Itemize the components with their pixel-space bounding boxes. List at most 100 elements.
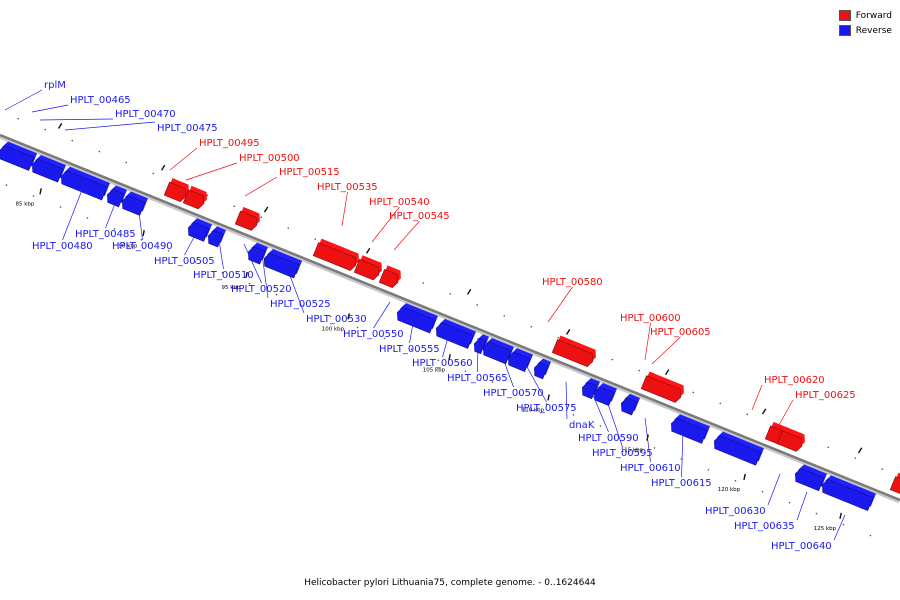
- reverse-tick-dot: [464, 370, 467, 373]
- gene-label[interactable]: HPLT_00560: [412, 358, 473, 369]
- gene-label[interactable]: HPLT_00470: [115, 109, 176, 120]
- gene-glyph[interactable]: [714, 431, 764, 466]
- gene-glyph[interactable]: [163, 178, 189, 202]
- gene-glyph[interactable]: [640, 371, 684, 403]
- gene-label[interactable]: HPLT_00550: [343, 329, 404, 340]
- gene-glyph[interactable]: [671, 414, 710, 444]
- gene-label[interactable]: HPLT_00485: [75, 229, 136, 240]
- gene-glyph[interactable]: [182, 185, 207, 210]
- gene-glyph-body: [551, 339, 594, 368]
- reverse-tick-dot: [572, 414, 575, 416]
- gene-glyph-body: [621, 397, 638, 416]
- gene-leader-line: [774, 399, 794, 433]
- gene-label[interactable]: HPLT_00525: [270, 299, 331, 310]
- forward-tick-dot: [611, 358, 614, 361]
- gene-leader-line: [644, 322, 651, 361]
- gene-glyph-body: [776, 430, 803, 452]
- gene-glyph[interactable]: [107, 185, 127, 208]
- reverse-tick-dot: [437, 359, 440, 362]
- forward-tick-dot: [125, 161, 128, 164]
- gene-label[interactable]: rplM: [44, 80, 66, 91]
- gene-glyph[interactable]: [483, 337, 514, 365]
- gene-label[interactable]: HPLT_00465: [70, 95, 131, 106]
- gene-glyph[interactable]: [264, 249, 302, 279]
- major-tick-lower: [547, 394, 550, 401]
- gene-glyph[interactable]: [248, 242, 268, 265]
- gene-glyph-body: [61, 170, 108, 201]
- gene-label[interactable]: HPLT_00515: [279, 167, 340, 178]
- gene-label[interactable]: HPLT_00575: [516, 403, 577, 414]
- gene-label[interactable]: HPLT_00500: [239, 153, 300, 164]
- gene-label[interactable]: HPLT_00535: [317, 182, 378, 193]
- gene-label[interactable]: HPLT_00530: [306, 314, 367, 325]
- gene-leader-line: [589, 387, 609, 433]
- gene-label[interactable]: HPLT_00610: [620, 463, 681, 474]
- gene-glyph[interactable]: [32, 155, 66, 183]
- gene-glyph[interactable]: [594, 382, 617, 407]
- gene-glyph-body: [397, 306, 436, 334]
- reverse-tick-dot: [59, 206, 62, 208]
- gene-label[interactable]: HPLT_00545: [389, 211, 450, 222]
- gene-label[interactable]: HPLT_00555: [379, 344, 440, 355]
- gene-label[interactable]: HPLT_00620: [764, 375, 825, 386]
- gene-glyph[interactable]: [534, 358, 551, 380]
- gene-glyph-body: [107, 189, 125, 208]
- gene-label[interactable]: HPLT_00605: [650, 327, 711, 338]
- gene-glyph[interactable]: [795, 464, 827, 492]
- gene-glyph[interactable]: [764, 421, 789, 446]
- gene-glyph[interactable]: [353, 255, 382, 281]
- gene-glyph[interactable]: [397, 303, 438, 334]
- major-tick-lower: [245, 271, 248, 279]
- gene-label[interactable]: HPLT_00480: [32, 241, 93, 252]
- gene-label[interactable]: HPLT_00505: [154, 256, 215, 267]
- gene-glyph[interactable]: [508, 348, 533, 372]
- gene-label[interactable]: HPLT_00510: [193, 270, 254, 281]
- gene-glyph[interactable]: [436, 318, 476, 349]
- gene-label[interactable]: HPLT_00540: [369, 197, 430, 208]
- gene-glyph[interactable]: [61, 166, 110, 201]
- gene-leader-line: [767, 473, 781, 506]
- gene-label[interactable]: HPLT_00600: [620, 313, 681, 324]
- gene-glyph[interactable]: [312, 238, 359, 271]
- gene-label[interactable]: HPLT_00490: [112, 241, 173, 252]
- gene-label[interactable]: HPLT_00625: [795, 390, 856, 401]
- gene-label[interactable]: HPLT_00630: [705, 506, 766, 517]
- gene-glyph[interactable]: [621, 393, 640, 416]
- gene-glyph[interactable]: [122, 191, 148, 216]
- major-tick-upper: [160, 164, 166, 171]
- forward-tick-dot: [44, 128, 47, 131]
- reverse-tick-dot: [113, 228, 116, 230]
- gene-glyph[interactable]: [551, 335, 596, 368]
- gene-label[interactable]: HPLT_00640: [771, 541, 832, 552]
- gene-label[interactable]: dnaK: [569, 420, 595, 431]
- gene-glyph[interactable]: [0, 141, 37, 171]
- gene-label[interactable]: HPLT_00580: [542, 277, 603, 288]
- gene-glyph[interactable]: [474, 334, 489, 355]
- gene-glyph-body: [474, 337, 487, 355]
- gene-glyph[interactable]: [234, 206, 260, 231]
- gene-label[interactable]: HPLT_00595: [592, 448, 653, 459]
- gene-glyph[interactable]: [208, 226, 226, 248]
- gene-label[interactable]: HPLT_00615: [651, 478, 712, 489]
- gene-glyph[interactable]: [889, 472, 900, 496]
- gene-label[interactable]: HPLT_00565: [447, 373, 508, 384]
- kbp-tick-label: 110 kbp: [522, 408, 545, 414]
- gene-label[interactable]: HPLT_00590: [578, 433, 639, 444]
- gene-glyph[interactable]: [378, 265, 401, 288]
- gene-leader-line: [64, 121, 156, 131]
- reverse-tick-dot: [410, 348, 413, 351]
- gene-glyph[interactable]: [776, 426, 805, 452]
- gene-glyph-body: [122, 195, 146, 216]
- gene-label[interactable]: HPLT_00635: [734, 521, 795, 532]
- gene-label[interactable]: HPLT_00570: [483, 388, 544, 399]
- reverse-tick-dot: [383, 337, 386, 340]
- gene-label[interactable]: HPLT_00495: [199, 138, 260, 149]
- gene-label[interactable]: HPLT_00520: [231, 284, 292, 295]
- gene-leader-line: [105, 195, 119, 229]
- gene-leader-line: [644, 417, 651, 463]
- gene-leader-line: [751, 384, 763, 411]
- gene-label[interactable]: HPLT_00475: [157, 123, 218, 134]
- gene-glyph[interactable]: [822, 475, 876, 512]
- gene-glyph-body: [182, 189, 205, 210]
